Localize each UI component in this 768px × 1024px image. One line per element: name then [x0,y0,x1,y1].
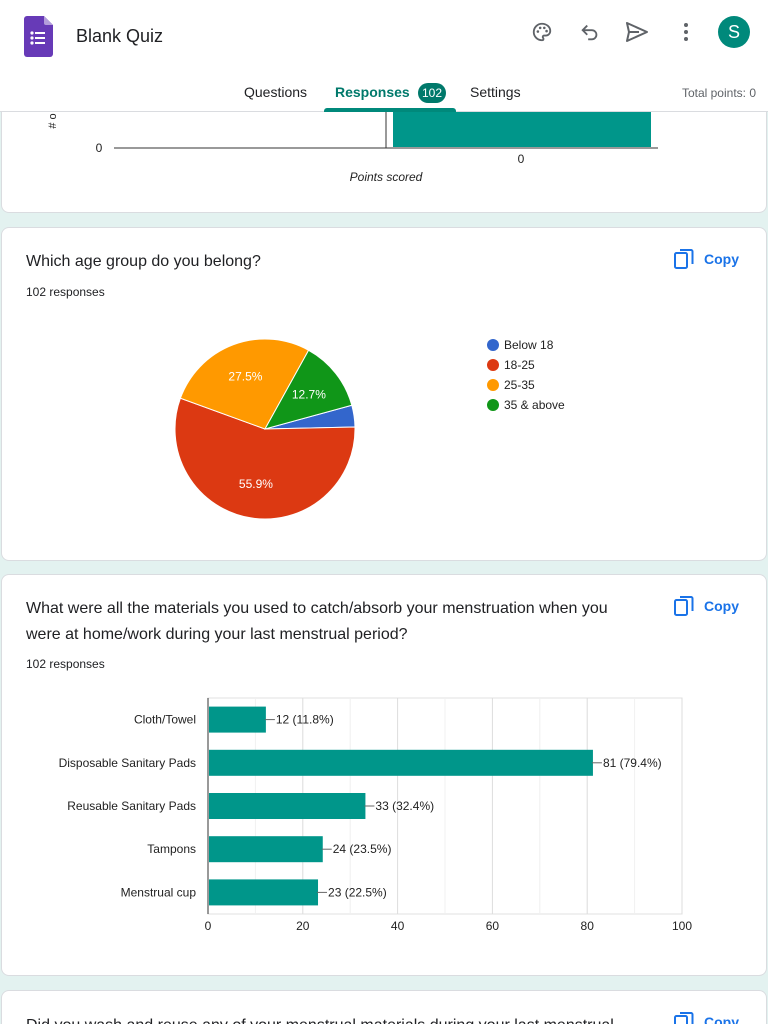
top-app-bar: Blank Quiz S Questions Responses Setting… [0,0,768,112]
total-points: Total points: 0 [681,86,756,100]
score-distribution-card: 0 0 Points scored # o [1,100,767,213]
category-label: Menstrual cup [121,885,197,899]
active-tab-indicator [324,108,456,112]
pie-slice-1 [174,397,356,520]
category-label: Tampons [147,842,196,856]
copy-icon [674,1012,694,1024]
category-label: Reusable Sanitary Pads [67,799,196,813]
x-tick-label: 40 [391,919,405,933]
pie-legend: Below 18 18-25 25-35 35 & above [487,335,565,415]
more-vert-icon [684,23,688,41]
legend-swatch [487,399,499,411]
bar-4 [209,879,319,906]
data-label: 81 (79.4%) [603,756,662,770]
copy-chart-button[interactable]: Copy [674,595,739,617]
legend-item: Below 18 [487,335,565,355]
copy-icon [674,249,694,269]
x-axis-title: Points scored [350,170,423,184]
legend-item: 25-35 [487,375,565,395]
legend-label: 35 & above [504,398,565,412]
responses-count-badge: 102 [418,83,446,103]
x-tick-label: 0 [205,919,212,933]
age-group-card: Which age group do you belong? 102 respo… [1,227,767,561]
response-count: 102 responses [26,285,105,299]
x-tick-label: 80 [581,919,595,933]
response-count: 102 responses [26,657,105,671]
legend-label: 18-25 [504,358,535,372]
age-pie-chart: 55.9% 27.5% 12.7% [174,338,356,520]
bar-0 [209,706,266,733]
x-tick-label: 100 [672,919,692,933]
copy-label: Copy [704,1014,739,1024]
pie-slice-label: 12.7% [292,388,326,402]
palette-icon [532,22,552,42]
y-axis-title: # o [47,113,59,128]
wash-reuse-card: Did you wash and reuse any of your menst… [1,990,767,1024]
question-title: Which age group do you belong? [26,253,261,270]
legend-label: 25-35 [504,378,535,392]
legend-label: Below 18 [504,338,554,352]
account-avatar[interactable]: S [718,16,750,48]
category-label: Cloth/Towel [134,713,196,727]
tab-questions[interactable]: Questions [244,84,308,100]
pie-slice-3 [263,349,353,430]
copy-icon [674,596,694,616]
x-tick-label: 60 [486,919,500,933]
bar-1 [209,749,593,776]
legend-swatch [487,379,499,391]
customize-theme-button[interactable] [526,16,558,48]
bar-2 [209,793,366,819]
forms-logo-icon [24,16,53,57]
undo-button[interactable] [574,16,606,48]
copy-chart-button[interactable]: Copy [674,1011,739,1024]
y-tick-label: 0 [96,141,103,155]
more-options-button[interactable] [670,16,702,48]
tab-responses[interactable]: Responses [335,84,410,100]
tab-settings[interactable]: Settings [470,84,521,100]
category-label: Disposable Sanitary Pads [59,756,196,770]
pie-slice-2 [179,338,310,430]
send-button[interactable] [621,16,653,48]
form-tabs: Questions Responses Settings [0,72,768,112]
copy-chart-button[interactable]: Copy [674,248,739,270]
copy-label: Copy [704,598,739,614]
question-title: What were all the materials you used to … [26,600,608,643]
legend-item: 35 & above [487,395,565,415]
bar-3 [209,836,323,863]
x-tick-label: 0 [518,152,525,166]
data-label: 12 (11.8%) [276,713,334,727]
legend-swatch [487,339,499,351]
copy-label: Copy [704,251,739,267]
document-title[interactable]: Blank Quiz [76,26,164,46]
x-tick-label: 20 [296,919,310,933]
materials-bar-chart: Cloth/Towel 12 (11.8%) Disposable Sanitary… [59,697,692,933]
legend-item: 18-25 [487,355,565,375]
pie-slice-label: 27.5% [228,370,262,384]
score-chart: 0 0 Points scored # o [47,101,658,184]
data-label: 33 (32.4%) [375,799,434,813]
pie-slice-label: 55.9% [239,477,273,491]
data-label: 23 (22.5%) [328,885,387,899]
data-label: 24 (23.5%) [333,842,392,856]
undo-icon [581,24,598,41]
send-icon [626,22,648,42]
legend-swatch [487,359,499,371]
question-title: Did you wash and reuse any of your menst… [26,1013,666,1024]
